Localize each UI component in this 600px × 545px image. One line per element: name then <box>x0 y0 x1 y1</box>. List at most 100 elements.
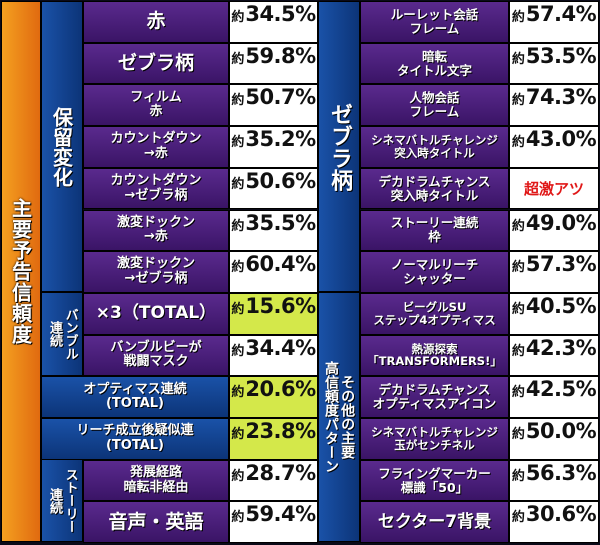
row-value: 約 53.5% <box>509 42 599 85</box>
value-number: 20.6% <box>245 377 316 402</box>
value-number: 57.4% <box>525 2 597 26</box>
row-label: シネマバトルチャレンジ 玉がセンチネル <box>360 418 509 460</box>
row-label: 発展経路 暗転非経由 <box>83 459 229 502</box>
prefix-approx: 約 <box>231 135 245 151</box>
prefix-approx: 約 <box>511 51 525 67</box>
row-value: 約 42.5% <box>509 376 599 418</box>
prefix-approx: 約 <box>511 468 525 484</box>
row-label: 人物会話 フレーム <box>360 84 509 127</box>
row-value: 約 59.4% <box>229 501 318 544</box>
row-value: 約 56.3% <box>509 459 599 502</box>
prefix-approx: 約 <box>231 176 245 192</box>
row-value: 約 50.0% <box>509 418 599 460</box>
prefix-approx: 約 <box>231 51 245 67</box>
row-label: フィルム 赤 <box>83 84 229 127</box>
row-value: 約 74.3% <box>509 84 599 127</box>
prefix-approx: 約 <box>511 93 525 109</box>
row-label: カウントダウン →ゼブラ柄 <box>83 167 229 210</box>
prefix-approx: 約 <box>511 510 525 526</box>
row-label: 赤 <box>83 1 229 43</box>
value-number: 50.7% <box>245 85 316 110</box>
row-label: バンブルビーが 戦闘マスク <box>83 334 229 377</box>
row-label: カウントダウン →赤 <box>83 126 229 168</box>
group-story-label: ストーリー 連続 <box>41 459 83 542</box>
value-number: 28.7% <box>245 460 316 485</box>
group-other-label: その他の主要 高信頼度パターン <box>318 292 360 542</box>
row-label: 激変ドックン →赤 <box>83 209 229 252</box>
prefix-approx: 約 <box>231 301 245 317</box>
value-number: 35.5% <box>245 210 316 235</box>
prefix-approx: 約 <box>231 343 245 359</box>
prefix-approx: 約 <box>231 427 245 442</box>
prefix-approx: 約 <box>511 301 525 317</box>
value-number: 34.5% <box>245 2 316 26</box>
row-value: 約 34.4% <box>229 334 318 377</box>
row-label: デカドラムチャンス 突入時タイトル <box>360 167 509 210</box>
prefix-approx: 約 <box>511 427 525 442</box>
value-text: 超激アツ <box>523 180 584 199</box>
row-value-special: 超激アツ <box>509 167 599 210</box>
value-number: 15.6% <box>245 293 316 318</box>
row-label: ストーリー連続 枠 <box>360 209 509 252</box>
row-value: 約 50.7% <box>229 84 318 127</box>
row-value: 約 57.3% <box>509 251 599 293</box>
value-number: 23.8% <box>245 419 316 443</box>
prefix-approx: 約 <box>231 510 245 526</box>
value-number: 43.0% <box>525 127 597 152</box>
row-value: 約 50.6% <box>229 167 318 210</box>
row-label: ノーマルリーチ シャッター <box>360 251 509 293</box>
row-value: 約 28.7% <box>229 459 318 502</box>
prefix-approx: 約 <box>231 10 245 25</box>
row-value: 約 35.5% <box>229 209 318 252</box>
value-number: 35.2% <box>245 127 316 152</box>
prefix-approx: 約 <box>231 468 245 484</box>
prefix-approx: 約 <box>231 260 245 276</box>
row-value: 約 60.4% <box>229 251 318 293</box>
value-number: 59.4% <box>245 502 316 527</box>
value-number: 49.0% <box>525 210 597 235</box>
row-label: シネマバトルチャレンジ 突入時タイトル <box>360 126 509 168</box>
value-number: 40.5% <box>525 293 597 318</box>
row-label: ルーレット会話 フレーム <box>360 1 509 43</box>
row-label: 激変ドックン →ゼブラ柄 <box>83 251 229 293</box>
row-value: 約 40.5% <box>509 292 599 335</box>
group-horyuu-label: 保留変化 <box>41 1 83 292</box>
prefix-approx: 約 <box>511 385 525 401</box>
group-banbull-label: バンブル 連続 <box>41 292 83 376</box>
prefix-approx: 約 <box>511 135 525 151</box>
row-label: セクター7背景 <box>360 501 509 544</box>
row-value: 約 20.6% <box>229 376 318 418</box>
row-label: ビーグルSU ステップ4オプティマス <box>360 292 509 335</box>
row-value: 約 57.4% <box>509 1 599 43</box>
prefix-approx: 約 <box>231 385 245 401</box>
prefix-approx: 約 <box>511 343 525 359</box>
value-number: 42.3% <box>525 335 597 360</box>
value-number: 59.8% <box>245 43 316 68</box>
row-value: 約 49.0% <box>509 209 599 252</box>
row-label: デカドラムチャンス オプティマスアイコン <box>360 376 509 418</box>
row-label: オプティマス連続 (TOTAL) <box>41 376 229 418</box>
prefix-approx: 約 <box>511 10 525 25</box>
row-label: フライングマーカー 標識「50」 <box>360 459 509 502</box>
row-value: 約 30.6% <box>509 501 599 544</box>
prefix-approx: 約 <box>511 260 525 276</box>
row-value: 約 34.5% <box>229 1 318 43</box>
prefix-approx: 約 <box>231 218 245 234</box>
value-number: 34.4% <box>245 335 316 360</box>
row-label: 熱源探索 「TRANSFORMERS!」 <box>360 334 509 377</box>
group-zebra-label: ゼブラ柄 <box>318 1 360 292</box>
main-category-label: 主要予告信頼度 <box>1 1 41 542</box>
prefix-approx: 約 <box>511 218 525 234</box>
row-value: 約 43.0% <box>509 126 599 168</box>
value-number: 53.5% <box>525 43 597 68</box>
value-number: 50.6% <box>245 168 316 193</box>
row-label: 暗転 タイトル文字 <box>360 42 509 85</box>
row-value: 約 35.2% <box>229 126 318 168</box>
row-label: ×3（TOTAL） <box>83 292 229 335</box>
row-value: 約 23.8% <box>229 418 318 460</box>
value-number: 74.3% <box>525 85 597 110</box>
value-number: 57.3% <box>525 252 597 277</box>
row-label: リーチ成立後疑似連 (TOTAL) <box>41 418 229 460</box>
row-label: 音声・英語 <box>83 501 229 544</box>
value-number: 56.3% <box>525 460 597 485</box>
